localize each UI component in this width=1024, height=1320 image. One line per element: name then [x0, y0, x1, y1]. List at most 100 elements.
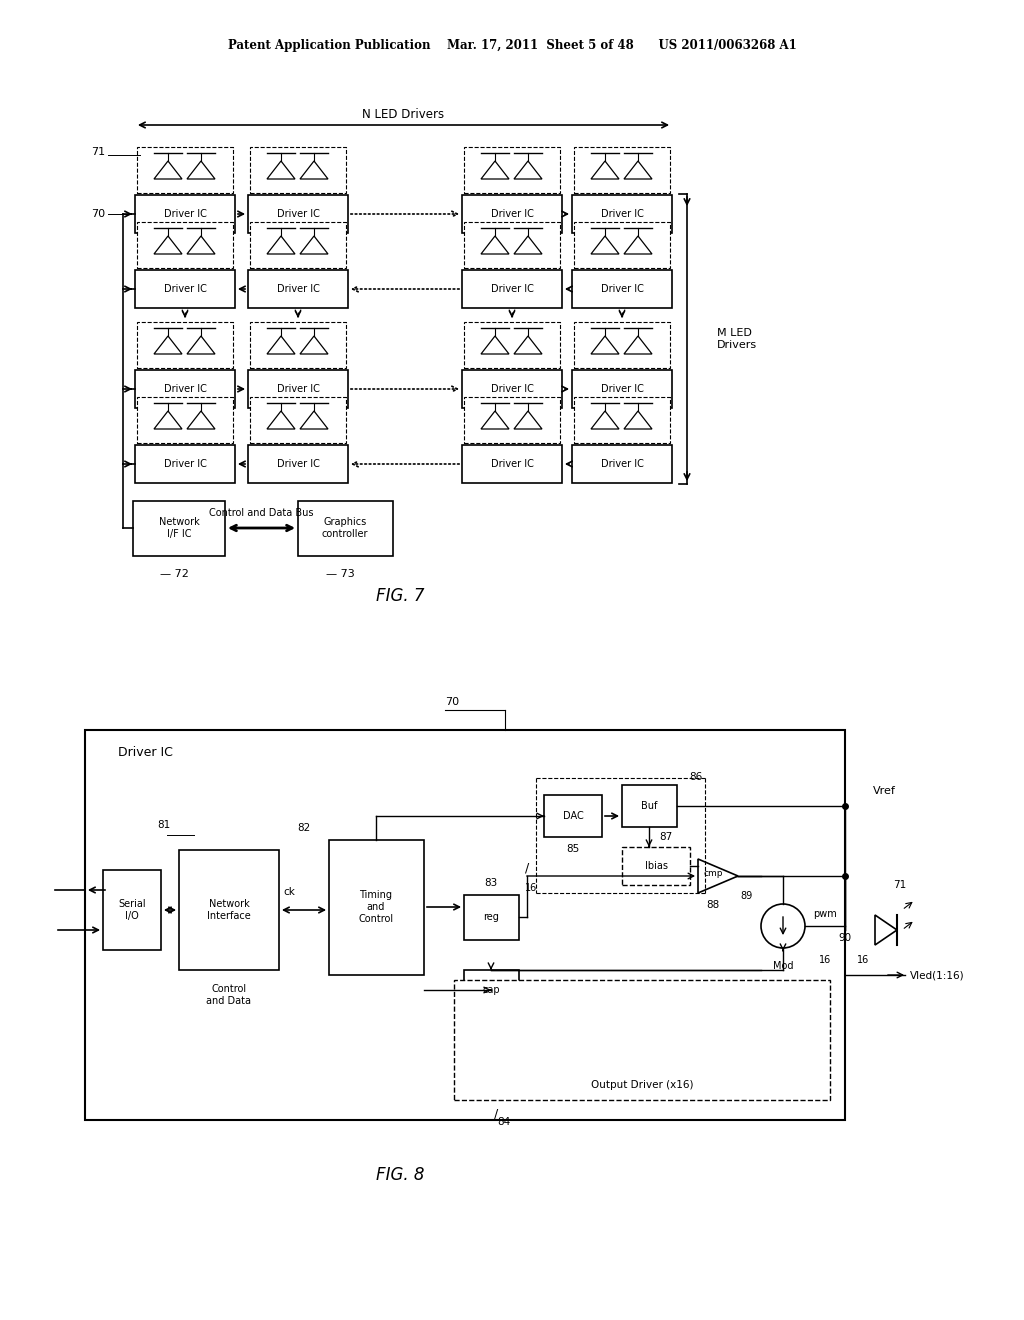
- Text: Timing
and
Control: Timing and Control: [358, 891, 393, 924]
- Bar: [574, 222, 670, 268]
- Text: — 73: — 73: [326, 569, 354, 579]
- Bar: [572, 271, 672, 308]
- Text: — 72: — 72: [160, 569, 188, 579]
- Text: Graphics
controller: Graphics controller: [322, 517, 369, 539]
- Text: reg: reg: [483, 912, 499, 921]
- Text: 70: 70: [445, 697, 459, 708]
- Bar: [464, 970, 519, 1010]
- Text: Network
Interface: Network Interface: [207, 899, 251, 921]
- Text: Driver IC: Driver IC: [164, 209, 207, 219]
- Text: Control and Data Bus: Control and Data Bus: [209, 508, 313, 517]
- Text: 83: 83: [484, 878, 498, 888]
- Text: FIG. 8: FIG. 8: [376, 1166, 424, 1184]
- Text: Driver IC: Driver IC: [600, 459, 643, 469]
- Bar: [464, 895, 519, 940]
- Bar: [137, 222, 233, 268]
- Bar: [248, 195, 348, 234]
- Text: Driver IC: Driver IC: [164, 384, 207, 393]
- Bar: [572, 195, 672, 234]
- Bar: [248, 370, 348, 408]
- Bar: [462, 271, 562, 308]
- Bar: [572, 370, 672, 408]
- Text: Mod: Mod: [773, 961, 794, 972]
- Bar: [135, 195, 234, 234]
- Bar: [248, 271, 348, 308]
- Bar: [622, 785, 677, 828]
- Text: 16: 16: [857, 954, 869, 965]
- Bar: [462, 195, 562, 234]
- Bar: [250, 397, 346, 444]
- Text: Serial
I/O: Serial I/O: [118, 899, 145, 921]
- Text: Driver IC: Driver IC: [490, 209, 534, 219]
- Text: /: /: [525, 862, 529, 874]
- Text: Driver IC: Driver IC: [118, 746, 172, 759]
- Text: Buf: Buf: [641, 801, 657, 810]
- Text: FIG. 7: FIG. 7: [376, 587, 424, 605]
- Text: ck: ck: [283, 887, 295, 898]
- Text: 70: 70: [91, 209, 105, 219]
- Text: 81: 81: [158, 820, 171, 830]
- Bar: [464, 397, 560, 444]
- Text: Driver IC: Driver IC: [276, 459, 319, 469]
- Text: 71: 71: [893, 880, 906, 890]
- Text: Network
I/F IC: Network I/F IC: [159, 517, 200, 539]
- Bar: [250, 322, 346, 368]
- Text: N LED Drivers: N LED Drivers: [361, 108, 444, 121]
- Text: 85: 85: [566, 843, 580, 854]
- Bar: [135, 445, 234, 483]
- Text: Vled(1:16): Vled(1:16): [910, 970, 965, 979]
- Text: Driver IC: Driver IC: [490, 284, 534, 294]
- Text: 87: 87: [659, 832, 672, 842]
- Text: Driver IC: Driver IC: [276, 384, 319, 393]
- Bar: [137, 147, 233, 193]
- Bar: [574, 397, 670, 444]
- Text: Driver IC: Driver IC: [490, 384, 534, 393]
- Text: pwm: pwm: [813, 909, 837, 919]
- Text: 88: 88: [707, 900, 720, 909]
- Bar: [544, 795, 602, 837]
- Bar: [622, 847, 690, 884]
- Bar: [298, 502, 393, 556]
- Bar: [574, 322, 670, 368]
- Text: 16: 16: [819, 954, 831, 965]
- Text: Driver IC: Driver IC: [490, 459, 534, 469]
- Bar: [462, 370, 562, 408]
- Bar: [137, 397, 233, 444]
- Bar: [179, 850, 279, 970]
- Text: Ibias: Ibias: [644, 861, 668, 871]
- Text: Driver IC: Driver IC: [164, 459, 207, 469]
- Bar: [572, 445, 672, 483]
- Bar: [248, 445, 348, 483]
- Text: 71: 71: [91, 147, 105, 157]
- Text: Control
and Data: Control and Data: [207, 985, 252, 1006]
- Text: Driver IC: Driver IC: [600, 209, 643, 219]
- Bar: [329, 840, 424, 975]
- Text: 84: 84: [498, 1117, 511, 1127]
- Bar: [85, 730, 845, 1119]
- Bar: [574, 147, 670, 193]
- Bar: [137, 322, 233, 368]
- Text: Output Driver (x16): Output Driver (x16): [591, 1080, 693, 1090]
- Text: Driver IC: Driver IC: [164, 284, 207, 294]
- Text: 82: 82: [298, 822, 311, 833]
- Text: Driver IC: Driver IC: [600, 384, 643, 393]
- Bar: [464, 222, 560, 268]
- Text: cap: cap: [482, 985, 500, 995]
- Text: 86: 86: [689, 772, 702, 781]
- Text: 90: 90: [839, 933, 852, 942]
- Text: Vref: Vref: [873, 785, 896, 796]
- Bar: [250, 147, 346, 193]
- Bar: [464, 322, 560, 368]
- Text: /: /: [494, 1107, 498, 1121]
- Bar: [135, 370, 234, 408]
- Bar: [250, 222, 346, 268]
- Text: Driver IC: Driver IC: [276, 209, 319, 219]
- Bar: [135, 271, 234, 308]
- Bar: [462, 445, 562, 483]
- Text: Patent Application Publication    Mar. 17, 2011  Sheet 5 of 48      US 2011/0063: Patent Application Publication Mar. 17, …: [227, 38, 797, 51]
- Text: Driver IC: Driver IC: [276, 284, 319, 294]
- Bar: [103, 870, 161, 950]
- Text: 16: 16: [525, 883, 538, 894]
- Text: Driver IC: Driver IC: [600, 284, 643, 294]
- Text: M LED
Drivers: M LED Drivers: [717, 329, 757, 350]
